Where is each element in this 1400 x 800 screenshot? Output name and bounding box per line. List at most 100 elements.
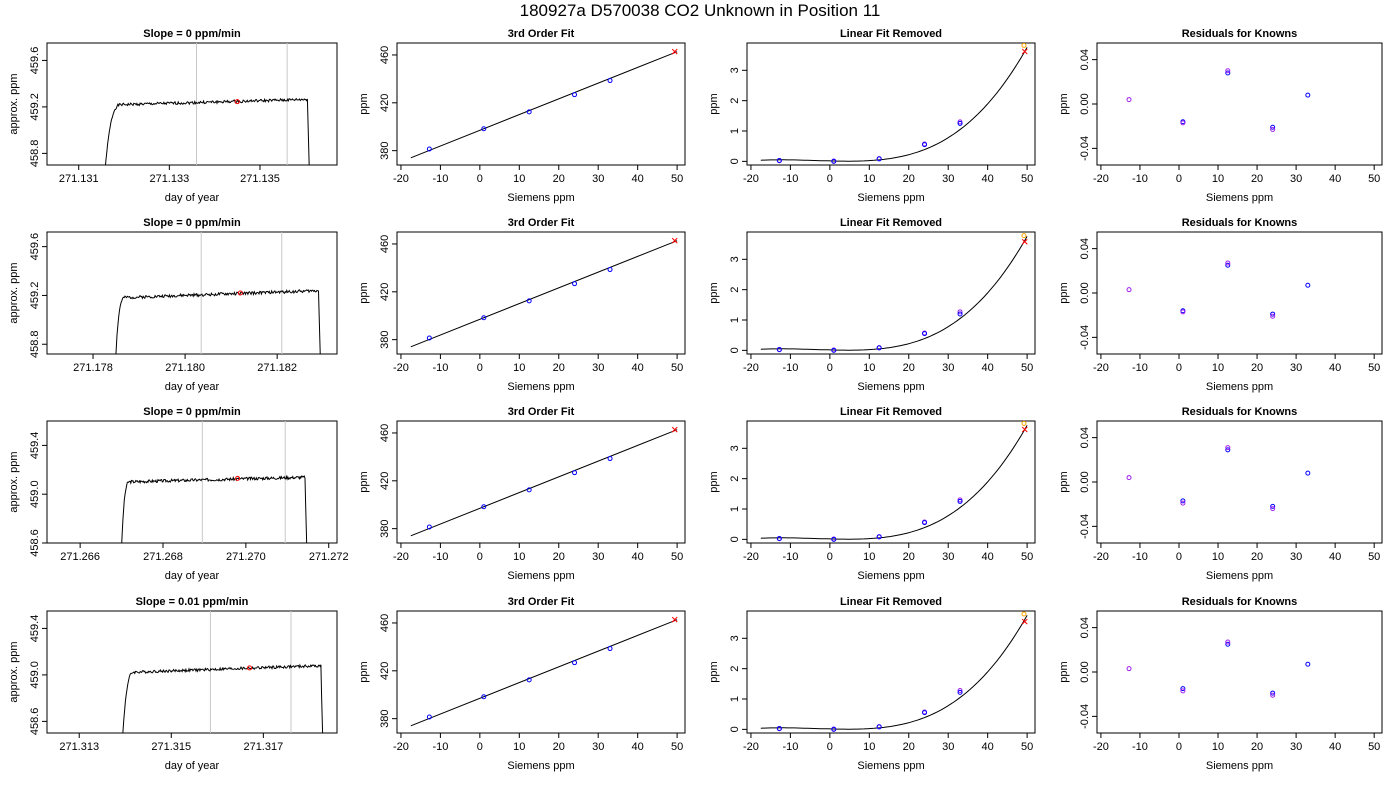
known-point: [426, 714, 432, 720]
plot-frame: [1096, 420, 1383, 544]
x-tick-label: 50: [671, 551, 683, 563]
x-tick-label: 20: [1251, 173, 1263, 185]
x-tick-label: -10: [432, 362, 448, 374]
x-tick-label: 40: [982, 362, 994, 374]
known-point: [426, 146, 432, 152]
panel-title: Residuals for Knowns: [1182, 217, 1298, 229]
x-tick-label: 50: [671, 362, 683, 374]
y-tick-label: 458.8: [29, 330, 41, 358]
unknown-point: [1021, 238, 1028, 245]
plot-area: [760, 43, 1028, 164]
y-tick-label: 460: [379, 614, 391, 632]
panel-linres-3: Linear Fit Removed -20 -10 0 10 20 30 40 50 0 1 2 3 S…: [708, 406, 1036, 582]
unknown-point-alt: [1021, 233, 1027, 239]
y-tick-label: 460: [379, 235, 391, 253]
x-tick-label: 10: [863, 551, 875, 563]
x-tick-label: 20: [903, 362, 915, 374]
x-axis-label: Siemens ppm: [507, 760, 574, 772]
y-axis-label: ppm: [1058, 93, 1070, 114]
average-marker: [237, 290, 243, 296]
y-tick-label: 1: [729, 696, 741, 702]
y-tick-label: 458.8: [29, 140, 41, 168]
known-point: [876, 534, 882, 540]
x-tick-label: 10: [863, 362, 875, 374]
residual-point: [1180, 688, 1186, 694]
x-tick-label: 30: [592, 362, 604, 374]
x-axis-label: Siemens ppm: [1206, 381, 1273, 393]
known-point: [607, 267, 613, 273]
y-axis-label: ppm: [358, 661, 370, 682]
known-point: [426, 335, 432, 341]
plot-area: [104, 43, 310, 165]
residual-point: [1225, 447, 1231, 453]
x-tick-label: 40: [1329, 362, 1341, 374]
x-tick-label: 40: [632, 362, 644, 374]
residual-point: [1270, 503, 1276, 509]
residual-point: [1180, 500, 1186, 506]
x-tick-label: 10: [863, 173, 875, 185]
x-tick-label: -10: [1132, 741, 1148, 753]
known-point: [776, 157, 782, 163]
plot-frame: [396, 42, 686, 166]
x-tick-label: 271.178: [73, 362, 113, 374]
cubic-fit-curve: [760, 47, 1028, 162]
y-axis-label: ppm: [358, 471, 370, 492]
known-point: [526, 298, 532, 304]
known-point: [481, 504, 487, 510]
plot-area: [760, 421, 1028, 542]
y-tick-label: 459.2: [29, 93, 41, 121]
residual-point: [1225, 260, 1231, 266]
x-tick-label: -10: [782, 173, 798, 185]
known-point: [526, 677, 532, 683]
x-tick-label: 40: [1329, 173, 1341, 185]
average-marker: [234, 99, 240, 105]
x-tick-label: -20: [1093, 173, 1109, 185]
known-point-alt: [957, 688, 963, 694]
y-axis-label: ppm: [708, 282, 720, 303]
residual-point: [1180, 498, 1186, 504]
x-tick-label: 40: [982, 551, 994, 563]
x-tick-label: -20: [393, 551, 409, 563]
x-tick-label: -20: [743, 741, 759, 753]
x-tick-label: 0: [477, 362, 483, 374]
plot-frame: [46, 42, 338, 166]
signal-trace: [115, 289, 321, 354]
panel-resid-3: Residuals for Knowns -20 -10 0 10 20 30 40 50 -0.…: [1058, 406, 1383, 582]
known-point: [526, 487, 532, 493]
known-point: [776, 725, 782, 731]
fit-line: [410, 51, 678, 159]
x-tick-label: 271.270: [226, 551, 266, 563]
known-point: [831, 347, 837, 353]
x-tick-label: -20: [743, 362, 759, 374]
y-tick-label: -0.04: [1079, 704, 1091, 729]
residual-point: [1225, 262, 1231, 268]
x-tick-label: 50: [1021, 741, 1033, 753]
x-tick-label: 30: [1290, 741, 1302, 753]
x-tick-label: 40: [982, 173, 994, 185]
panel-title: Slope = 0 ppm/min: [143, 217, 241, 229]
known-point: [957, 689, 963, 695]
y-tick-label: 0.04: [1079, 49, 1091, 70]
x-tick-label: 10: [1212, 173, 1224, 185]
x-tick-label: 0: [1176, 551, 1182, 563]
x-tick-label: -20: [743, 173, 759, 185]
x-tick-label: 10: [1212, 362, 1224, 374]
x-axis-label: day of year: [165, 381, 220, 393]
x-tick-label: 30: [1290, 551, 1302, 563]
known-point: [957, 498, 963, 504]
residual-point: [1180, 120, 1186, 126]
x-tick-label: 0: [477, 741, 483, 753]
signal-trace: [104, 97, 310, 165]
x-axis-label: day of year: [165, 570, 220, 582]
x-tick-label: 20: [903, 173, 915, 185]
fit-line: [410, 240, 678, 348]
y-tick-label: 380: [379, 141, 391, 159]
known-point: [481, 315, 487, 321]
x-tick-label: -10: [432, 741, 448, 753]
y-tick-label: 0: [729, 726, 741, 732]
x-tick-label: 10: [1212, 551, 1224, 563]
plot-frame: [746, 42, 1036, 166]
known-point: [922, 710, 928, 716]
plot-area: [121, 421, 308, 543]
panel-title: Linear Fit Removed: [840, 217, 942, 229]
